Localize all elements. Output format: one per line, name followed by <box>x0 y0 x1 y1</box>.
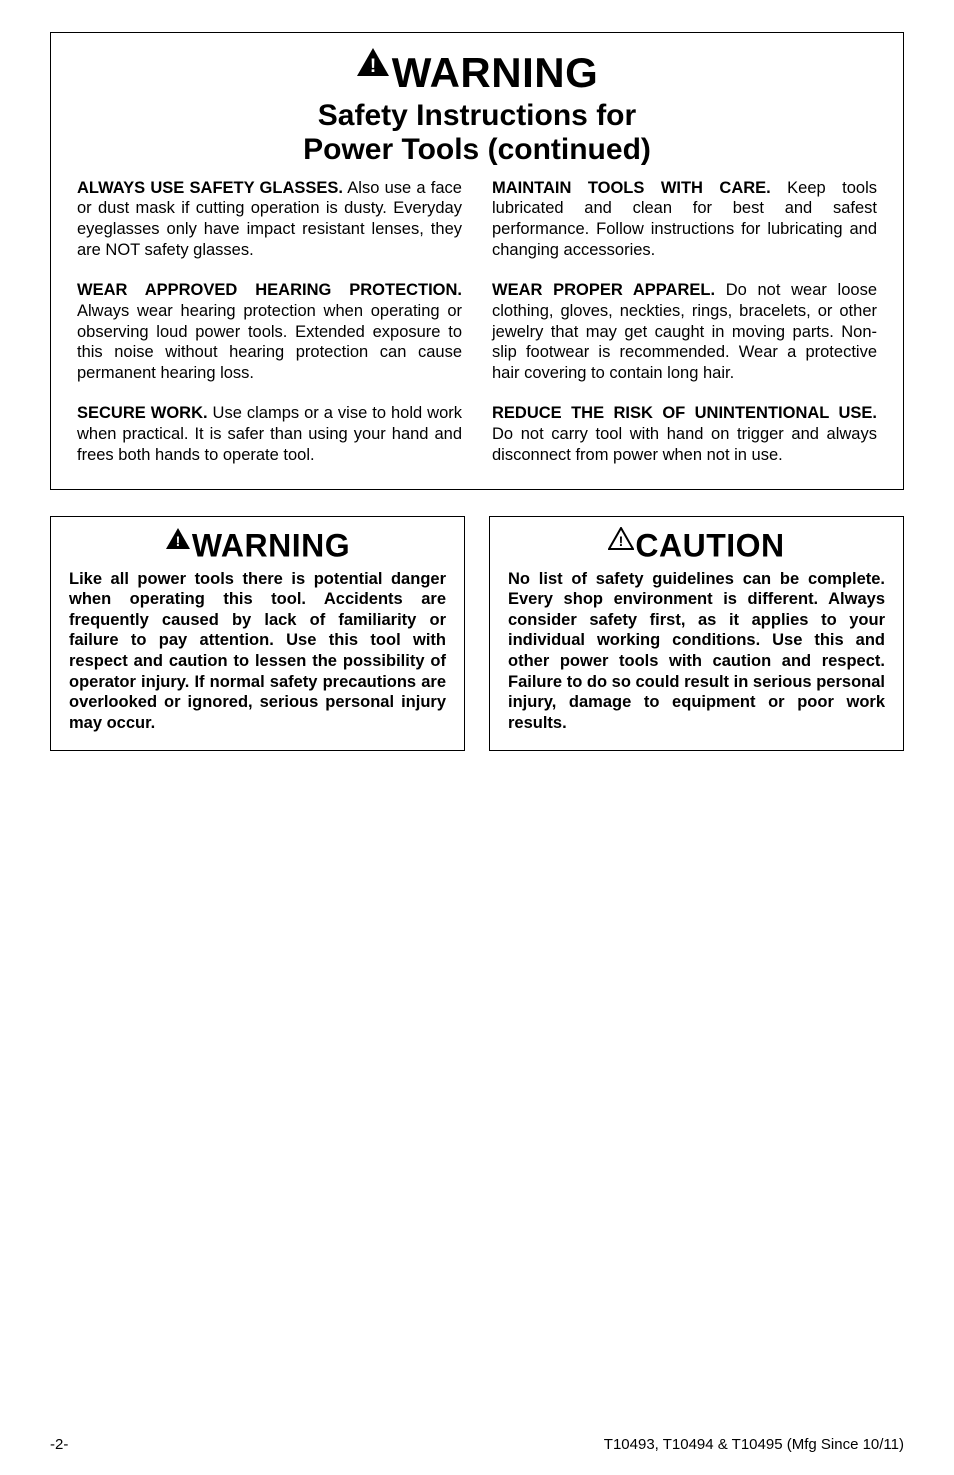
lower-warning-heading: ! WARNING <box>69 527 446 564</box>
para-lead: ALWAYS USE SAFETY GLASSES. <box>77 179 343 197</box>
main-warning-box: ! WARNING Safety Instructions for Power … <box>50 32 904 490</box>
lower-warning-body: Like all power tools there is potential … <box>69 569 446 734</box>
para-lead: SECURE WORK. <box>77 404 208 422</box>
footer-right: T10493, T10494 & T10495 (Mfg Since 10/11… <box>604 1436 904 1453</box>
para-lead: REDUCE THE RISK OF UNINTENTIONAL USE. <box>492 404 877 422</box>
warning-heading: ! WARNING <box>77 47 877 97</box>
para: ALWAYS USE SAFETY GLASSES. Also use a fa… <box>77 178 462 261</box>
para-lead: WEAR PROPER APPAREL. <box>492 281 715 299</box>
warning-subtitle: Safety Instructions for Power Tools (con… <box>77 99 877 168</box>
page: ! WARNING Safety Instructions for Power … <box>0 0 954 1475</box>
para: WEAR APPROVED HEARING PROTECTION. Always… <box>77 280 462 383</box>
para-lead: MAINTAIN TOOLS WITH CARE. <box>492 179 771 197</box>
para-rest: Always wear hearing protection when oper… <box>77 302 462 382</box>
subtitle-line2: Power Tools (continued) <box>303 133 651 166</box>
para: MAINTAIN TOOLS WITH CARE. Keep tools lub… <box>492 178 877 261</box>
lower-warning-box: ! WARNING Like all power tools there is … <box>50 516 465 750</box>
lower-warning-label: WARNING <box>192 528 350 564</box>
warning-label: WARNING <box>392 49 599 96</box>
para-lead: WEAR APPROVED HEARING PROTECTION. <box>77 281 462 299</box>
subtitle-line1: Safety Instructions for <box>318 99 636 132</box>
left-column: ALWAYS USE SAFETY GLASSES. Also use a fa… <box>77 178 462 466</box>
right-column: MAINTAIN TOOLS WITH CARE. Keep tools lub… <box>492 178 877 466</box>
footer: -2- T10493, T10494 & T10495 (Mfg Since 1… <box>50 1436 904 1453</box>
svg-text:!: ! <box>619 533 624 549</box>
lower-caution-body: No list of safety guidelines can be comp… <box>508 569 885 734</box>
columns: ALWAYS USE SAFETY GLASSES. Also use a fa… <box>77 178 877 466</box>
lower-caution-box: ! CAUTION No list of safety guidelines c… <box>489 516 904 750</box>
para: REDUCE THE RISK OF UNINTENTIONAL USE. Do… <box>492 403 877 465</box>
svg-text:!: ! <box>370 56 376 77</box>
para-rest: Do not carry tool with hand on trigger a… <box>492 425 877 464</box>
para: WEAR PROPER APPAREL. Do not wear loose c… <box>492 280 877 383</box>
page-number: -2- <box>50 1436 68 1453</box>
lower-caution-label: CAUTION <box>635 528 784 564</box>
warning-triangle-icon: ! <box>356 47 390 82</box>
lower-boxes: ! WARNING Like all power tools there is … <box>50 516 904 750</box>
caution-triangle-icon: ! <box>608 527 634 555</box>
lower-caution-heading: ! CAUTION <box>508 527 885 564</box>
para: SECURE WORK. Use clamps or a vise to hol… <box>77 403 462 465</box>
warning-triangle-icon: ! <box>165 527 191 555</box>
svg-text:!: ! <box>176 533 181 549</box>
